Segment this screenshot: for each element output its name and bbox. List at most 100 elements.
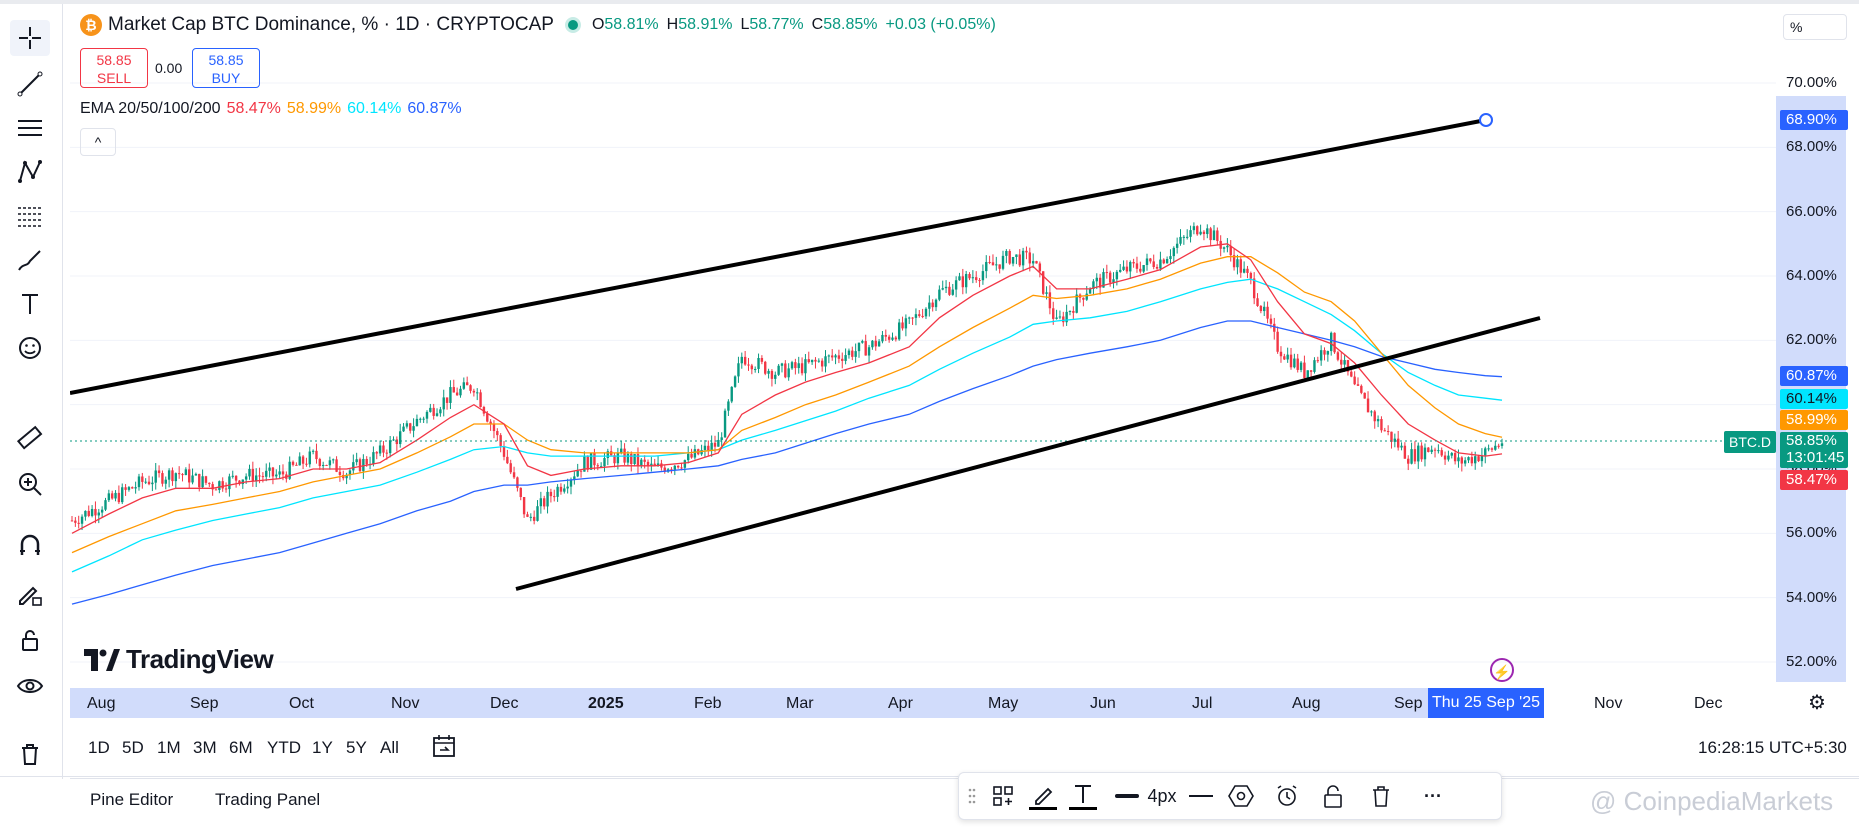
lock-drawing-icon[interactable] [10,576,50,612]
candle-body [445,397,449,403]
lock-object-icon[interactable] [1317,781,1349,811]
text-icon[interactable] [10,286,50,322]
candle-body [1386,430,1390,432]
candle-body [784,363,787,378]
range-1y[interactable]: 1Y [312,738,333,757]
ohlc-values: O58.81% H58.91% L58.77% C58.85% +0.03 (+… [591,16,996,33]
candle-body [516,477,519,488]
ema-20-price-label: 58.47% [1780,470,1848,490]
ruler-icon[interactable] [10,420,50,456]
ema-legend[interactable]: EMA 20/50/100/200 58.47% 58.99% 60.14% 6… [80,100,462,117]
pine-editor-tab[interactable]: Pine Editor [90,790,174,809]
time-label: Aug [87,695,116,712]
fib-retracement-icon[interactable] [10,198,50,234]
price-chart[interactable] [70,4,1776,688]
candle-body [201,476,204,488]
go-to-date-icon[interactable] [430,732,458,760]
floating-drawing-toolbar: 4px ··· [958,772,1502,820]
candle-body [194,473,198,476]
collapse-legend-button[interactable]: ^ [80,128,116,156]
clock[interactable]: 16:28:15 UTC+5:30 [1698,738,1847,757]
delete-icon[interactable] [1365,781,1397,811]
candle-body [512,472,516,478]
trading-panel-tab[interactable]: Trading Panel [215,790,321,809]
pattern-icon[interactable] [10,154,50,190]
candle-body [241,479,244,485]
range-1m[interactable]: 1M [157,738,181,757]
templates-icon[interactable] [987,781,1019,811]
ema-50-price-label: 58.99% [1780,410,1848,430]
candle-body [707,445,710,451]
brush-icon[interactable] [10,242,50,278]
candle-body [117,492,121,503]
alert-icon[interactable] [1271,781,1303,811]
object-settings-icon[interactable] [1225,781,1257,811]
symbol-legend[interactable]: ₿ Market Cap BTC Dominance, % · 1D · CRY… [80,14,996,36]
candle-body [643,459,646,462]
range-5y[interactable]: 5Y [346,738,367,757]
drag-handle-icon[interactable] [965,781,979,811]
lightning-icon[interactable]: ⚡ [1490,658,1514,682]
candle-body [683,460,687,468]
candle-body [593,453,596,466]
candle-body [104,500,107,510]
range-6m[interactable]: 6M [229,738,253,757]
candle-body [335,459,338,472]
candle-body [881,334,884,342]
candle-body [439,409,442,414]
line-color-icon[interactable] [1027,781,1059,811]
channel-upper-handle [1479,113,1493,127]
candle-body [834,355,837,358]
candle-body [1373,411,1376,422]
candle-body [1299,362,1303,370]
candle-body [1202,231,1206,235]
candle-body [1343,360,1346,365]
candle-body [1427,447,1430,452]
candle-body [1165,259,1169,264]
text-color-icon[interactable] [1067,781,1099,811]
candle-body [315,450,318,460]
trend-line-icon[interactable] [10,66,50,102]
more-options-icon[interactable]: ··· [1424,785,1442,806]
sell-button[interactable]: 58.85 SELL [80,48,148,88]
range-all[interactable]: All [380,738,399,757]
candle-body [1212,230,1216,241]
emoji-icon[interactable] [10,330,50,366]
bitcoin-logo-icon: ₿ [80,14,102,36]
eye-icon[interactable] [10,668,50,704]
horizontal-lines-icon[interactable] [10,110,50,146]
candle-body [770,370,774,379]
trash-icon[interactable] [10,736,50,772]
candle-body [318,459,322,467]
candle-body [385,452,389,454]
candle-body [1041,271,1045,294]
candle-body [539,498,543,507]
lock-icon[interactable] [10,622,50,658]
candle-body [747,364,750,366]
line-style-icon[interactable] [1185,781,1217,811]
candle-body [543,498,546,507]
symbol-title[interactable]: Market Cap BTC Dominance, % · 1D · CRYPT… [108,14,554,35]
candle-body [1430,449,1433,452]
candle-body [928,302,931,309]
crosshair-icon[interactable] [10,20,50,56]
magnet-icon[interactable] [10,528,50,564]
candle-body [1021,250,1025,266]
gear-icon[interactable]: ⚙ [1808,692,1826,714]
buy-button[interactable]: 58.85 BUY [192,48,260,88]
range-5d[interactable]: 5D [122,738,144,757]
candle-body [228,476,231,490]
line-width-button[interactable]: 4px [1111,781,1181,811]
range-ytd[interactable]: YTD [267,738,301,757]
zoom-in-icon[interactable] [10,466,50,502]
top-border [0,0,1859,4]
chevron-up-icon: ^ [94,134,102,150]
candle-body [429,407,432,412]
candle-body [1309,370,1313,372]
candle-body [221,481,224,489]
range-1d[interactable]: 1D [88,738,110,757]
range-3m[interactable]: 3M [193,738,217,757]
candle-body [1185,236,1189,238]
scale-mode-button[interactable]: % [1783,14,1847,40]
candle-body [1252,278,1256,299]
